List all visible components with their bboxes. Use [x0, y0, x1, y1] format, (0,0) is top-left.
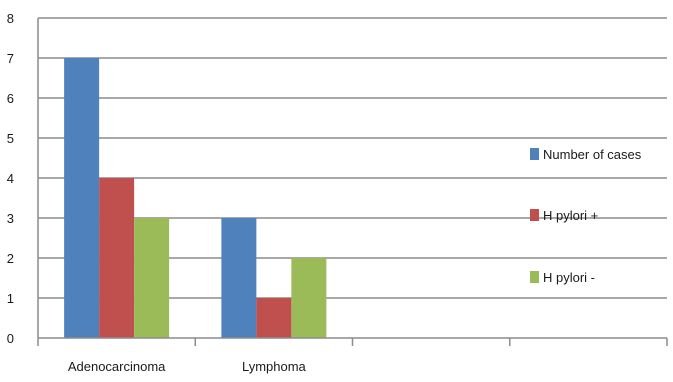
bar-adenocarcinoma-1 — [99, 178, 135, 338]
legend-label: H pylori + — [543, 208, 598, 223]
y-tick-label: 8 — [7, 11, 14, 26]
legend-swatch — [530, 271, 539, 283]
y-tick-label: 6 — [7, 91, 14, 106]
bar-adenocarcinoma-0 — [64, 58, 100, 338]
bar-adenocarcinoma-2 — [134, 218, 170, 338]
bars — [64, 58, 327, 338]
y-axis-tick-labels: 0 1 2 3 4 5 6 7 8 — [7, 11, 14, 346]
y-tick-label: 0 — [7, 331, 14, 346]
y-tick-label: 4 — [7, 171, 14, 186]
x-tick-label: Adenocarcinoma — [68, 359, 166, 374]
y-tick-label: 7 — [7, 51, 14, 66]
y-tick-label: 2 — [7, 251, 14, 266]
bar-lymphoma-2 — [291, 258, 327, 338]
x-tick-label: Lymphoma — [242, 359, 307, 374]
legend-label: H pylori - — [543, 270, 595, 285]
y-tick-label: 1 — [7, 291, 14, 306]
y-tick-label: 3 — [7, 211, 14, 226]
axes — [37, 18, 668, 346]
y-tick-label: 5 — [7, 131, 14, 146]
legend-swatch — [530, 148, 539, 160]
bar-lymphoma-0 — [221, 218, 257, 338]
x-axis-tick-labels: Adenocarcinoma Lymphoma — [68, 359, 307, 374]
legend: Number of cases H pylori + H pylori - — [530, 147, 642, 285]
legend-swatch — [530, 209, 539, 221]
legend-label: Number of cases — [543, 147, 642, 162]
bar-lymphoma-1 — [256, 298, 292, 338]
